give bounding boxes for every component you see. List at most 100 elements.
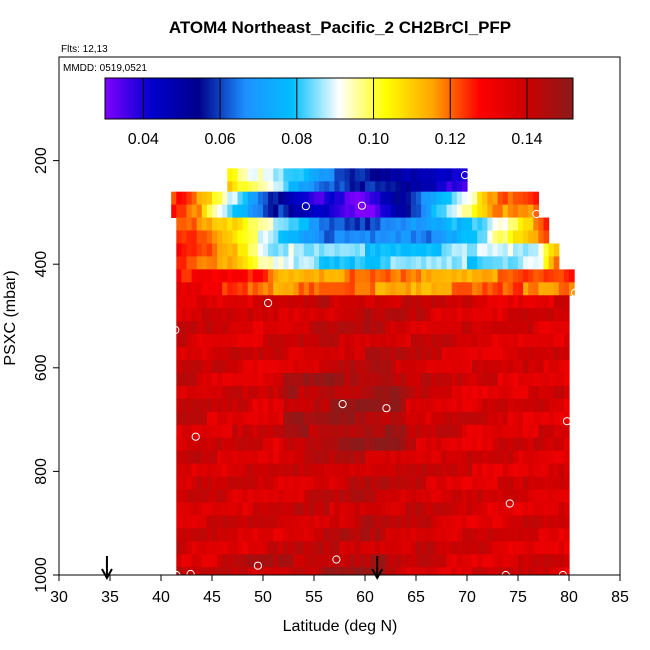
heatmap-cell: [487, 398, 494, 413]
heatmap-cell: [456, 476, 463, 490]
heatmap-cell: [344, 308, 351, 322]
heatmap-cell: [293, 217, 300, 231]
heatmap-cell: [237, 528, 244, 542]
heatmap-cell: [477, 554, 483, 568]
heatmap-cell: [176, 398, 182, 413]
heatmap-cell: [370, 243, 376, 257]
heatmap-cell: [314, 541, 320, 555]
heatmap-cell: [507, 230, 514, 244]
heatmap-cell: [538, 372, 545, 387]
heatmap-cell: [191, 295, 198, 309]
heatmap-cell: [237, 424, 244, 439]
heatmap-cell: [385, 515, 392, 529]
heatmap-cell: [349, 515, 356, 529]
heatmap-cell: [365, 308, 371, 322]
heatmap-cell: [451, 204, 458, 218]
heatmap-cell: [227, 321, 233, 335]
heatmap-cell: [273, 269, 279, 283]
heatmap-cell: [247, 437, 254, 452]
heatmap-cell: [518, 476, 524, 490]
heatmap-cell: [492, 411, 499, 426]
heatmap-cell: [227, 168, 233, 182]
heatmap-cell: [390, 489, 397, 503]
heatmap-cell: [487, 191, 494, 206]
heatmap-cell: [344, 243, 351, 257]
heatmap-cell: [436, 385, 443, 400]
heatmap-cell: [191, 334, 198, 348]
heatmap-cell: [314, 398, 320, 413]
heatmap-cell: [538, 554, 545, 568]
heatmap-cell: [390, 515, 397, 529]
heatmap-cell: [380, 269, 386, 283]
heatmap-cell: [395, 541, 402, 555]
heatmap-cell: [502, 204, 509, 218]
heatmap-cell: [528, 269, 534, 283]
heatmap-cell: [477, 476, 483, 490]
heatmap-cell: [518, 191, 524, 206]
heatmap-cell: [227, 476, 233, 490]
heatmap-cell: [518, 372, 524, 387]
heatmap-cell: [206, 567, 213, 576]
heatmap-cell: [181, 424, 188, 439]
heatmap-cell: [416, 334, 422, 348]
heatmap-cell: [502, 541, 509, 555]
heatmap-cell: [319, 334, 325, 348]
heatmap-cell: [196, 424, 203, 439]
heatmap-cell: [252, 191, 259, 206]
heatmap-cell: [283, 204, 290, 218]
heatmap-cell: [416, 282, 422, 296]
heatmap-cell: [314, 168, 320, 182]
heatmap-cell: [492, 282, 499, 296]
heatmap-cell: [359, 204, 366, 218]
heatmap-cell: [176, 321, 182, 335]
heatmap-cell: [538, 321, 545, 335]
heatmap-cell: [558, 489, 565, 503]
heatmap-cell: [257, 191, 264, 206]
heatmap-cell: [227, 528, 233, 542]
heatmap-cell: [416, 554, 422, 568]
heatmap-cell: [385, 541, 392, 555]
heatmap-cell: [569, 282, 575, 296]
heatmap-cell: [456, 321, 463, 335]
heatmap-cell: [365, 502, 371, 516]
heatmap-cell: [507, 463, 514, 477]
heatmap-cell: [196, 230, 203, 244]
heatmap-cell: [252, 334, 259, 348]
heatmap-cell: [523, 541, 529, 555]
heatmap-cell: [339, 308, 346, 322]
heatmap-cell: [395, 347, 402, 361]
heatmap-cell: [370, 360, 376, 374]
heatmap-cell: [426, 347, 432, 361]
heatmap-cell: [467, 424, 473, 439]
heatmap-cell: [487, 295, 494, 309]
heatmap-cell: [426, 360, 432, 374]
heatmap-cell: [441, 295, 448, 309]
heatmap-cell: [273, 191, 279, 206]
heatmap-cell: [405, 437, 412, 452]
heatmap-cell: [314, 476, 320, 490]
heatmap-cell: [273, 256, 279, 270]
heatmap-cell: [375, 256, 381, 270]
heatmap-cell: [206, 269, 213, 283]
heatmap-cell: [421, 230, 427, 244]
heatmap-cell: [242, 347, 249, 361]
heatmap-cell: [176, 295, 182, 309]
heatmap-cell: [390, 463, 397, 477]
heatmap-cell: [533, 424, 539, 439]
heatmap-cell: [446, 321, 453, 335]
heatmap-cell: [288, 476, 295, 490]
heatmap-cell: [308, 269, 315, 283]
heatmap-cell: [354, 168, 361, 182]
sample-point: [460, 171, 470, 180]
heatmap-cell: [354, 321, 361, 335]
heatmap-cell: [482, 567, 488, 576]
heatmap-cell: [390, 450, 397, 465]
heatmap-cell: [252, 398, 259, 413]
heatmap-cell: [334, 181, 341, 193]
heatmap-cell: [354, 528, 361, 542]
heatmap-cell: [426, 476, 432, 490]
heatmap-cell: [308, 191, 315, 206]
heatmap-cell: [191, 437, 198, 452]
heatmap-cell: [303, 515, 310, 529]
heatmap-cell: [451, 295, 458, 309]
